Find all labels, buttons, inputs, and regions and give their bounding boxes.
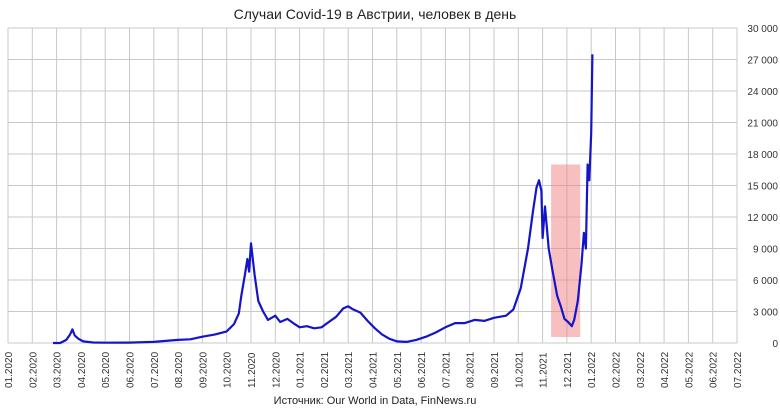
x-tick-label: 07.2021 [441,351,452,388]
series-line [53,54,594,345]
y-tick-label: 0 [772,339,778,350]
y-tick-label: 24 000 [747,87,778,98]
x-tick-labels: 01.2020 02.2020 03.2020 04.2020 05.2020 06.20… [4,351,744,388]
x-tick-label: 04.2020 [77,351,88,388]
x-tick-label: 08.2021 [466,351,477,388]
chart-title: Случаи Covid-19 в Австрии, человек в ден… [234,6,517,22]
x-tick-label: 06.2020 [126,351,137,388]
x-tick-label: 06.2021 [417,351,428,388]
y-tick-label: 18 000 [747,150,778,161]
x-tick-label: 09.2021 [490,351,501,388]
x-tick-label: 10.2021 [514,351,525,388]
y-tick-label: 21 000 [747,119,778,130]
y-tick-label: 15 000 [747,182,778,193]
x-tick-label: 03.2020 [53,351,64,388]
x-tick-label: 05.2020 [101,351,112,388]
x-tick-label: 11.2020 [247,352,258,388]
y-tick-label: 6 000 [753,276,778,287]
x-tick-label: 04.2021 [369,351,380,388]
x-tick-label: 05.2022 [684,351,695,388]
y-tick-label: 27 000 [747,56,778,67]
x-tick-label: 02.2021 [320,351,331,388]
x-tick-label: 12.2021 [563,351,574,388]
x-tick-label: 06.2022 [709,351,720,388]
grid [7,27,738,344]
x-tick-label: 09.2020 [198,351,209,388]
chart-source: Источник: Our World in Data, FinNews.ru [274,395,477,407]
x-tick-label: 07.2022 [733,351,744,388]
x-tick-label: 07.2020 [150,351,161,388]
y-tick-label: 9 000 [753,245,778,256]
x-tick-label: 01.2020 [4,351,15,388]
x-tick-label: 04.2022 [660,351,671,388]
x-tick-label: 11.2021 [539,352,550,388]
x-tick-label: 10.2020 [223,351,234,388]
x-tick-label: 03.2021 [344,351,355,388]
y-tick-label: 30 000 [747,24,778,35]
y-tick-label: 12 000 [747,213,778,224]
y-tick-label: 3 000 [753,308,778,319]
x-tick-label: 05.2021 [393,351,404,388]
y-tick-labels: 30 000 27 000 24 000 21 000 18 000 15 000 12 0… [747,24,778,350]
x-tick-label: 02.2020 [28,351,39,388]
x-tick-label: 01.2022 [587,351,598,388]
x-tick-label: 12.2020 [271,351,282,388]
x-tick-label: 02.2022 [612,351,623,388]
x-tick-label: 08.2020 [174,351,185,388]
x-tick-label: 01.2021 [296,351,307,388]
x-tick-label: 03.2022 [636,351,647,388]
